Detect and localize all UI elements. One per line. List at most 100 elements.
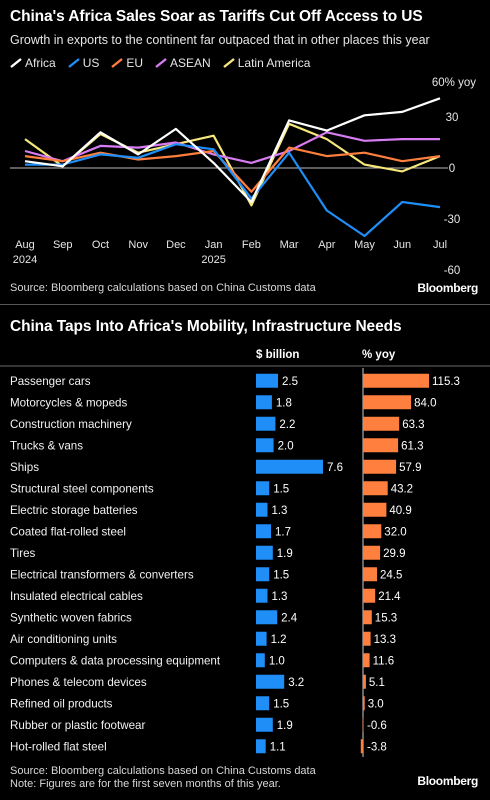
row-label: Refined oil products xyxy=(10,697,113,710)
billion-bar xyxy=(256,739,266,754)
row-label: Electrical transformers & converters xyxy=(10,568,194,581)
x-tick-label: Sep xyxy=(53,239,73,251)
yoy-value-label: 57.9 xyxy=(399,462,421,474)
y-unit-label: 60% yoy xyxy=(432,77,476,89)
bloomberg-logo-bottom: Bloomberg xyxy=(417,774,478,788)
yoy-value-label: 63.3 xyxy=(402,419,424,431)
row-label: Computers & data processing equipment xyxy=(10,654,221,667)
billion-value-label: 1.5 xyxy=(273,483,289,495)
billion-value-label: 2.4 xyxy=(281,612,298,624)
billion-bar xyxy=(256,588,268,603)
row-label: Structural steel components xyxy=(10,482,154,495)
row-label: Electric storage batteries xyxy=(10,504,138,517)
billion-value-label: 3.2 xyxy=(288,677,304,689)
bar-chart-source: Source: Bloomberg calculations based on … xyxy=(10,765,316,777)
bloomberg-logo-top: Bloomberg xyxy=(417,281,478,295)
yoy-value-label: 115.3 xyxy=(432,376,460,388)
billion-value-label: 1.9 xyxy=(277,720,293,732)
legend-swatch xyxy=(222,58,235,68)
x-tick-label: May xyxy=(354,239,375,251)
row-label: Hot-rolled flat steel xyxy=(10,740,107,753)
billion-value-label: 1.1 xyxy=(270,741,286,753)
legend-item-latin-america: Latin America xyxy=(222,56,311,70)
billion-bar xyxy=(256,481,270,496)
billion-bar xyxy=(256,524,271,539)
row-label: Phones & telecom devices xyxy=(10,676,147,689)
line-chart-title: China's Africa Sales Soar as Tariffs Cut… xyxy=(10,8,423,25)
column-header-billion: $ billion xyxy=(256,349,299,361)
row-label: Insulated electrical cables xyxy=(10,590,143,603)
line-chart-source: Source: Bloomberg calculations based on … xyxy=(10,282,316,294)
bar-chart-note: Note: Figures are for the first seven mo… xyxy=(10,778,281,790)
yoy-bar xyxy=(362,717,364,732)
yoy-bar xyxy=(363,545,381,560)
billion-bar xyxy=(256,631,267,646)
billion-value-label: 1.7 xyxy=(275,526,291,538)
row-label: Air conditioning units xyxy=(10,633,117,646)
yoy-bar xyxy=(363,502,387,517)
billion-bar xyxy=(256,373,278,388)
bar-chart: $ billion % yoy Passenger cars 2.5 115.3 Moto… xyxy=(0,349,490,757)
x-tick-label: Nov xyxy=(128,239,148,251)
legend-label: Latin America xyxy=(237,56,311,70)
yoy-value-label: 3.0 xyxy=(368,698,384,710)
x-tick-label: Jun xyxy=(393,239,411,251)
legend-swatch xyxy=(155,58,167,68)
x-tick-label: Dec xyxy=(166,239,186,251)
yoy-bar xyxy=(363,416,400,431)
x-tick-label: Jul xyxy=(433,239,447,251)
series-line-africa xyxy=(24,97,441,204)
billion-value-label: 1.2 xyxy=(271,634,287,646)
legend-label: ASEAN xyxy=(170,56,211,70)
yoy-value-label: 84.0 xyxy=(414,397,436,409)
yoy-value-label: 21.4 xyxy=(378,591,401,603)
billion-value-label: 1.5 xyxy=(273,569,289,581)
bar-chart-title: China Taps Into Africa's Mobility, Infra… xyxy=(10,318,402,335)
x-tick-label: Jan xyxy=(205,239,223,251)
yoy-bar xyxy=(363,567,377,582)
x-tick-label: Mar xyxy=(280,239,299,251)
billion-value-label: 1.8 xyxy=(276,397,292,409)
yoy-value-label: 29.9 xyxy=(383,548,405,560)
row-label: Tires xyxy=(10,547,36,560)
legend-label: Africa xyxy=(25,56,56,70)
line-chart-subtitle: Growth in exports to the continent far o… xyxy=(10,33,430,47)
billion-bar xyxy=(256,502,268,517)
billion-bar xyxy=(256,545,273,560)
series-line-us xyxy=(25,143,441,238)
billion-value-label: 1.0 xyxy=(269,655,285,667)
billion-bar xyxy=(256,610,278,625)
series-line-eu xyxy=(24,146,441,193)
billion-value-label: 1.3 xyxy=(271,505,287,517)
legend-item-eu: EU xyxy=(111,56,143,70)
yoy-value-label: 11.6 xyxy=(373,655,395,667)
billion-value-label: 1.3 xyxy=(271,591,287,603)
yoy-bar xyxy=(363,696,365,711)
y-tick-label: -60 xyxy=(444,265,461,277)
billion-value-label: 7.6 xyxy=(327,462,343,474)
yoy-value-label: 61.3 xyxy=(401,440,423,452)
legend-swatch xyxy=(111,58,124,68)
legend-swatch xyxy=(67,58,80,68)
billion-bar xyxy=(256,696,270,711)
row-label: Construction machinery xyxy=(10,418,132,431)
y-tick-label: 0 xyxy=(449,163,455,175)
legend-item-us: US xyxy=(67,56,100,70)
x-tick-year-label: 2024 xyxy=(13,254,37,266)
billion-bar xyxy=(256,438,274,453)
column-header-yoy: % yoy xyxy=(362,349,396,361)
yoy-bar xyxy=(360,739,363,754)
yoy-bar xyxy=(363,438,399,453)
billion-bar xyxy=(256,416,276,431)
yoy-bar xyxy=(363,653,370,668)
yoy-value-label: -3.8 xyxy=(367,741,387,753)
row-label: Synthetic woven fabrics xyxy=(10,611,132,624)
yoy-value-label: 32.0 xyxy=(384,526,406,538)
y-tick-label: 30 xyxy=(446,112,459,124)
billion-bar xyxy=(256,395,272,410)
x-tick-year-label: 2025 xyxy=(201,254,225,266)
yoy-bar xyxy=(363,395,412,410)
legend-item-asean: ASEAN xyxy=(155,56,211,70)
billion-value-label: 1.9 xyxy=(277,548,293,560)
legend-label: US xyxy=(82,56,100,70)
